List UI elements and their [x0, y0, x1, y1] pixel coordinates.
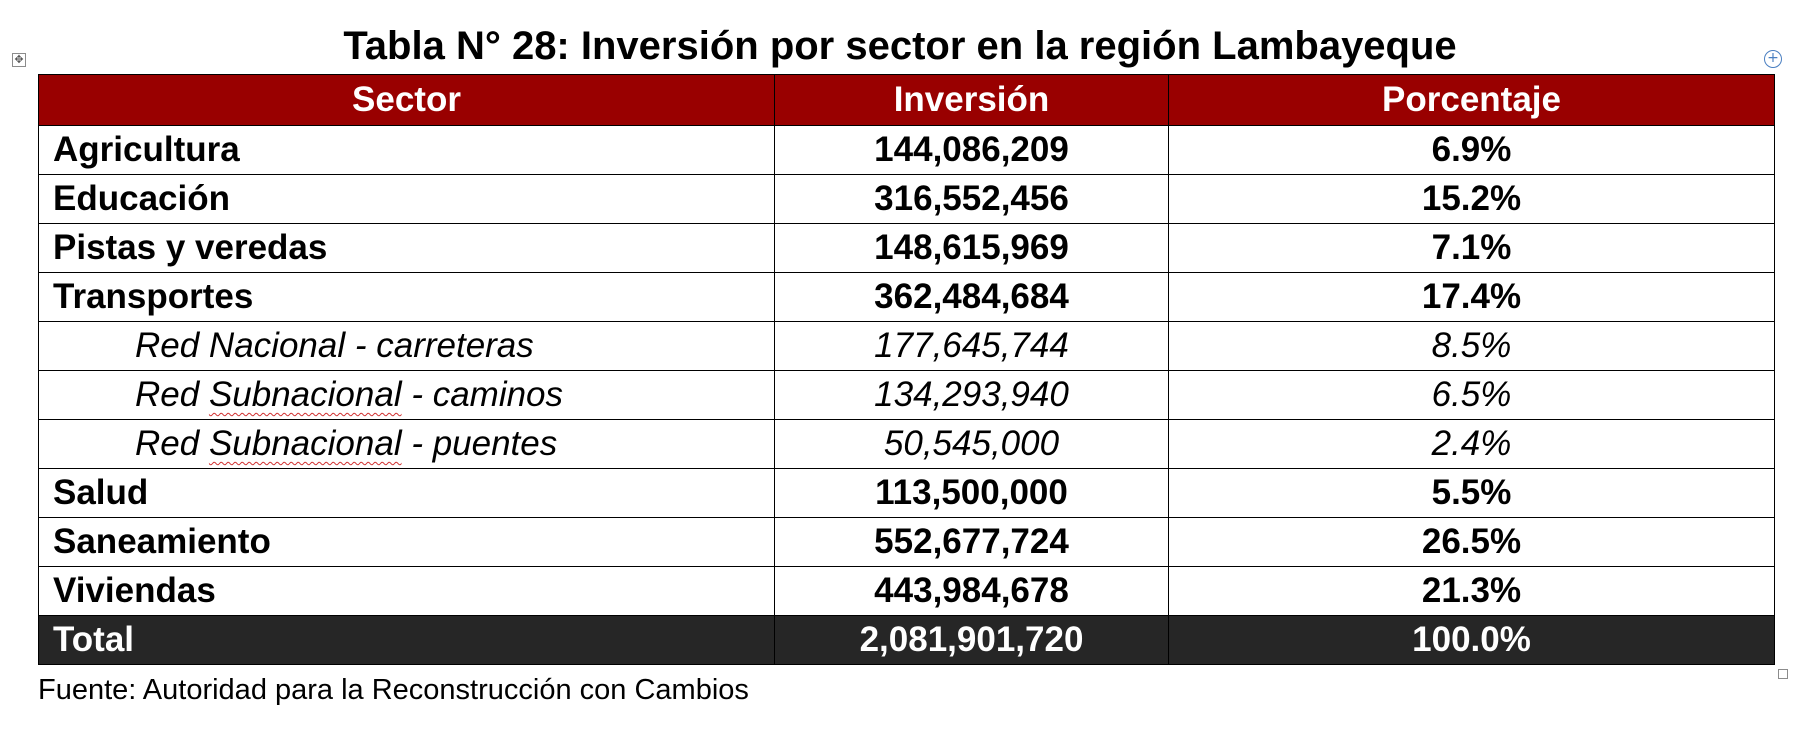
investment-table: Sector Inversión Porcentaje Agricultura 1…	[38, 74, 1775, 665]
percentage-cell[interactable]: 6.5%	[1168, 370, 1775, 420]
sector-text-suffix: - caminos	[401, 375, 564, 414]
investment-cell[interactable]: 177,645,744	[774, 321, 1169, 371]
percentage-cell[interactable]: 7.1%	[1168, 223, 1775, 273]
investment-cell[interactable]: 134,293,940	[774, 370, 1169, 420]
table-row: Salud 113,500,000 5.5%	[38, 468, 1775, 518]
investment-cell[interactable]: 144,086,209	[774, 125, 1169, 175]
sector-text: Pistas y veredas	[53, 228, 328, 267]
total-percentage[interactable]: 100.0%	[1168, 615, 1775, 665]
spellcheck-flagged-word: Subnacional	[208, 424, 402, 463]
investment-cell[interactable]: 552,677,724	[774, 517, 1169, 567]
percentage-cell[interactable]: 2.4%	[1168, 419, 1775, 469]
table-body: Agricultura 144,086,209 6.9% Educación 316,5…	[38, 125, 1775, 616]
table-header-row: Sector Inversión Porcentaje	[38, 74, 1775, 126]
sector-text: Viviendas	[53, 571, 216, 610]
table-row-subsector: Red Nacional - carreteras 177,645,744 8.5%	[38, 321, 1775, 371]
sector-text: Transportes	[53, 277, 254, 316]
sector-cell[interactable]: Agricultura	[38, 125, 775, 175]
source-note: Fuente: Autoridad para la Reconstrucción…	[38, 674, 749, 706]
investment-cell[interactable]: 362,484,684	[774, 272, 1169, 322]
resize-square-icon[interactable]	[1778, 669, 1788, 679]
percentage-cell[interactable]: 21.3%	[1168, 566, 1775, 616]
sector-cell[interactable]: Salud	[38, 468, 775, 518]
percentage-cell[interactable]: 26.5%	[1168, 517, 1775, 567]
sector-cell[interactable]: Red Nacional - carreteras	[38, 321, 775, 371]
table-row: Pistas y veredas 148,615,969 7.1%	[38, 223, 1775, 273]
sector-cell[interactable]: Transportes	[38, 272, 775, 322]
investment-cell[interactable]: 316,552,456	[774, 174, 1169, 224]
investment-cell[interactable]: 148,615,969	[774, 223, 1169, 273]
sector-cell[interactable]: Saneamiento	[38, 517, 775, 567]
sector-cell[interactable]: Viviendas	[38, 566, 775, 616]
table-row: Transportes 362,484,684 17.4%	[38, 272, 1775, 322]
header-investment[interactable]: Inversión	[774, 74, 1169, 126]
sector-text: Red	[135, 424, 209, 463]
header-percentage[interactable]: Porcentaje	[1168, 74, 1775, 126]
percentage-cell[interactable]: 15.2%	[1168, 174, 1775, 224]
sector-text: Agricultura	[53, 130, 240, 169]
sector-cell[interactable]: Red Subnacional - puentes	[38, 419, 775, 469]
percentage-cell[interactable]: 8.5%	[1168, 321, 1775, 371]
sector-cell[interactable]: Red Subnacional - caminos	[38, 370, 775, 420]
table-row: Saneamiento 552,677,724 26.5%	[38, 517, 1775, 567]
sector-text-suffix: - puentes	[401, 424, 558, 463]
investment-cell[interactable]: 443,984,678	[774, 566, 1169, 616]
sector-text: Red	[135, 375, 209, 414]
plus-circle-icon[interactable]: +	[1764, 50, 1782, 68]
table-title: Tabla N° 28: Inversión por sector en la …	[343, 24, 1457, 68]
total-label[interactable]: Total	[38, 615, 775, 665]
move-cross-icon[interactable]: ✥	[12, 53, 26, 67]
sector-cell[interactable]: Pistas y veredas	[38, 223, 775, 273]
table-row: Educación 316,552,456 15.2%	[38, 174, 1775, 224]
table-row-subsector: Red Subnacional - caminos 134,293,940 6.5%	[38, 370, 1775, 420]
total-investment[interactable]: 2,081,901,720	[774, 615, 1169, 665]
percentage-cell[interactable]: 5.5%	[1168, 468, 1775, 518]
investment-cell[interactable]: 113,500,000	[774, 468, 1169, 518]
header-sector[interactable]: Sector	[38, 74, 775, 126]
table-row: Agricultura 144,086,209 6.9%	[38, 125, 1775, 175]
sector-cell[interactable]: Educación	[38, 174, 775, 224]
total-row: Total 2,081,901,720 100.0%	[38, 615, 1775, 665]
percentage-cell[interactable]: 6.9%	[1168, 125, 1775, 175]
table-row-subsector: Red Subnacional - puentes 50,545,000 2.4%	[38, 419, 1775, 469]
table-row: Viviendas 443,984,678 21.3%	[38, 566, 1775, 616]
investment-cell[interactable]: 50,545,000	[774, 419, 1169, 469]
sector-text: Salud	[53, 473, 149, 512]
sector-text: Red Nacional - carreteras	[135, 326, 534, 365]
spellcheck-flagged-word: Subnacional	[208, 375, 402, 414]
sector-text: Educación	[53, 179, 230, 218]
percentage-cell[interactable]: 17.4%	[1168, 272, 1775, 322]
sector-text: Saneamiento	[53, 522, 271, 561]
